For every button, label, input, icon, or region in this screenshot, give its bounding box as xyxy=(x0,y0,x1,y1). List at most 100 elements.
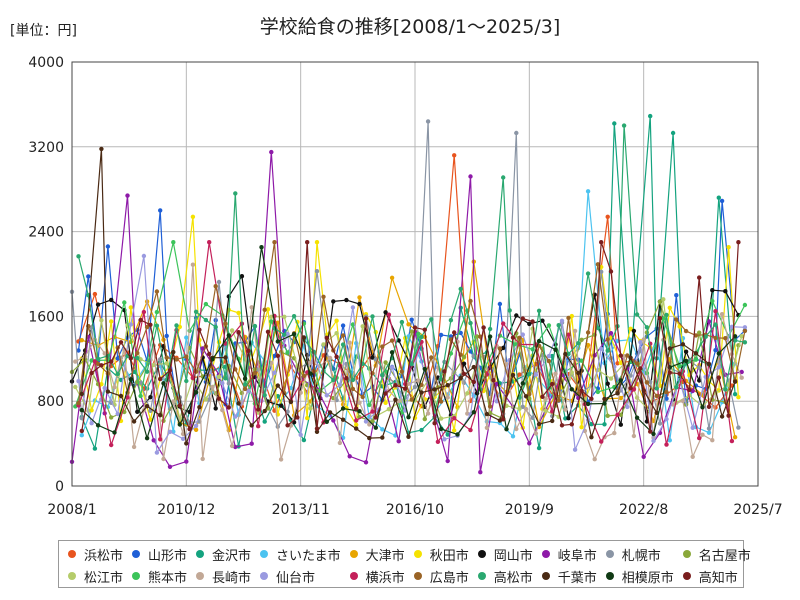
data-point xyxy=(572,328,578,334)
data-point xyxy=(661,297,666,302)
series-line xyxy=(71,300,739,423)
legend-label: 広島市 xyxy=(429,570,469,586)
data-point xyxy=(445,432,450,437)
series-相模原市 xyxy=(79,245,738,441)
series-line xyxy=(81,216,739,431)
data-point xyxy=(278,457,284,462)
data-point xyxy=(625,404,630,410)
data-point xyxy=(171,399,176,404)
data-point xyxy=(739,334,744,339)
data-point xyxy=(592,332,597,337)
data-point xyxy=(207,240,212,245)
data-point xyxy=(520,316,525,321)
legend-label: 山形市 xyxy=(148,548,188,564)
data-point xyxy=(514,426,519,432)
data-point xyxy=(95,361,101,366)
data-point xyxy=(621,123,627,128)
data-point xyxy=(76,348,81,353)
data-point xyxy=(585,271,591,276)
data-point xyxy=(664,442,669,447)
data-point xyxy=(357,301,362,307)
data-point xyxy=(135,409,140,414)
data-point xyxy=(269,149,274,155)
data-point xyxy=(697,275,702,280)
data-point xyxy=(112,385,117,390)
data-point xyxy=(128,377,133,382)
data-point xyxy=(501,417,506,422)
data-point xyxy=(73,359,78,364)
data-point xyxy=(589,396,594,401)
data-point xyxy=(275,339,280,344)
data-point xyxy=(471,410,476,415)
data-point xyxy=(487,404,493,409)
data-point xyxy=(550,381,555,387)
data-point xyxy=(631,387,637,392)
data-point xyxy=(732,435,738,440)
data-point xyxy=(357,409,362,414)
data-point xyxy=(154,309,160,315)
data-point xyxy=(184,441,189,446)
data-point xyxy=(340,406,346,411)
data-point xyxy=(556,323,561,328)
data-point xyxy=(331,299,336,304)
data-point xyxy=(514,130,519,136)
data-point xyxy=(184,378,189,384)
data-point xyxy=(389,275,395,280)
data-point xyxy=(618,353,623,358)
data-point xyxy=(174,323,179,328)
data-point xyxy=(236,401,241,406)
data-point xyxy=(563,351,568,357)
data-point xyxy=(131,419,137,424)
data-point xyxy=(585,189,591,194)
data-point xyxy=(167,429,173,434)
data-point xyxy=(422,416,427,422)
legend-marker xyxy=(191,571,209,581)
data-point xyxy=(706,404,712,409)
data-point xyxy=(687,387,692,393)
data-point xyxy=(429,317,434,322)
data-point xyxy=(301,373,307,379)
data-point xyxy=(262,393,267,398)
series-松江市 xyxy=(73,297,744,421)
data-point xyxy=(128,356,133,361)
data-point xyxy=(742,340,748,345)
data-point xyxy=(203,397,209,402)
data-point xyxy=(416,331,421,337)
data-point xyxy=(141,253,147,259)
data-point xyxy=(193,390,199,395)
legend-marker xyxy=(127,549,145,559)
data-point xyxy=(510,434,516,439)
data-point xyxy=(514,313,519,318)
data-point xyxy=(527,321,532,327)
data-point xyxy=(148,322,153,327)
data-point xyxy=(347,340,352,345)
data-point xyxy=(677,371,682,376)
data-point xyxy=(308,406,313,411)
data-point xyxy=(174,357,179,362)
data-point xyxy=(543,396,548,401)
data-point xyxy=(138,393,143,399)
series-横浜市 xyxy=(76,240,735,448)
data-point xyxy=(164,355,169,360)
data-point xyxy=(252,323,258,329)
legend-label: さいたま市 xyxy=(276,548,341,564)
data-point xyxy=(739,375,744,380)
data-point xyxy=(497,346,503,351)
data-point xyxy=(301,335,307,340)
data-point xyxy=(674,317,679,322)
data-point xyxy=(706,430,712,435)
data-point xyxy=(311,349,316,354)
data-point xyxy=(291,314,297,319)
data-point xyxy=(220,381,225,386)
data-point xyxy=(540,318,545,323)
data-point xyxy=(363,419,369,424)
data-point xyxy=(628,326,633,331)
data-point xyxy=(599,346,604,351)
data-point xyxy=(383,310,388,315)
data-point xyxy=(161,456,166,462)
data-point xyxy=(321,294,326,299)
data-point xyxy=(389,365,395,370)
data-point xyxy=(285,409,290,414)
data-point xyxy=(324,335,329,340)
data-point xyxy=(736,425,741,430)
